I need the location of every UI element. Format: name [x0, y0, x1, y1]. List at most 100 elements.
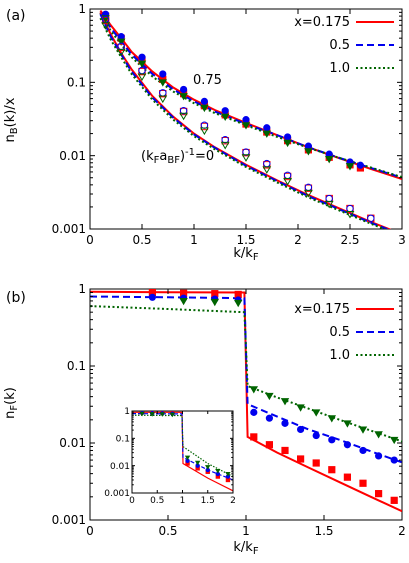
x-tick-label: 1: [190, 233, 198, 247]
y-tick-label: 0.1: [67, 76, 86, 90]
data-point-1.0: [205, 465, 211, 470]
data-point-x0.175: [250, 433, 258, 441]
clipped-marks: [99, 10, 402, 229]
data-point-1.0: [374, 431, 383, 439]
panel-a-plot-area: [99, 10, 402, 229]
series-line-unitary-0.5: [99, 13, 390, 229]
data-point-0.75-0.5: [356, 161, 364, 169]
data-point-unitary-1.0: [324, 200, 334, 209]
data-point-unitary-1.0: [283, 178, 292, 186]
data-point-0.5: [390, 456, 398, 464]
series-line-unitary-1.0: [99, 17, 387, 229]
y-tick-label: 0.001: [104, 489, 130, 499]
x-tick-label: 2.5: [340, 233, 359, 247]
panel-b-legend: x=0.175 0.5 1.0: [294, 302, 394, 363]
data-point-0.75-1.0: [304, 148, 313, 156]
data-point-0.75-0.5: [138, 53, 146, 61]
data-point-1.0: [343, 420, 352, 428]
panel-a-ticks: 0 0.5 1 1.5 2 2.5 3 0.001 0.01 0.1 1: [52, 2, 406, 247]
data-point-x0.175: [343, 473, 352, 481]
data-point-unitary-0.5: [242, 148, 250, 156]
x-tick-label: 2: [398, 524, 406, 538]
inset: 0 0.5 1 1.5 2 0.001 0.01 0.1 1: [104, 407, 236, 506]
legend-label: x=0.175: [294, 302, 350, 317]
legend-label: x=0.175: [294, 15, 350, 30]
data-point-0.75-0.5: [200, 97, 208, 105]
data-point-1.0: [296, 404, 305, 412]
data-point-x0.175: [281, 446, 289, 455]
inset-ticks: 0 0.5 1 1.5 2 0.001 0.01 0.1 1: [104, 407, 236, 506]
data-point-0.5: [343, 441, 351, 449]
panel-a-xlabel: k/kF: [233, 246, 258, 263]
data-point-x0.175: [328, 466, 336, 474]
x-tick-label: 2: [230, 496, 236, 506]
data-point-unitary-0.5: [367, 214, 375, 222]
data-point-0.5: [250, 408, 258, 416]
data-point-1.0: [149, 412, 155, 417]
data-point-x0.175: [359, 479, 367, 487]
x-tick-label: 1.5: [236, 233, 255, 247]
data-point-0.75-0.5: [263, 124, 271, 132]
series-line-0.5: [90, 295, 402, 464]
data-point-unitary-1.0: [241, 154, 251, 162]
data-point-0.75-1.0: [345, 163, 355, 171]
data-point-1.0: [280, 398, 290, 406]
data-point-x0.175: [374, 490, 383, 498]
data-point-unitary-1.0: [179, 112, 188, 121]
legend-label: 1.0: [329, 61, 350, 76]
x-tick-label: 1.5: [201, 496, 215, 506]
data-point-0.5: [312, 431, 320, 440]
x-tick-label: 1.5: [314, 524, 333, 538]
x-tick-label: 0.5: [150, 496, 164, 506]
x-tick-label: 0: [129, 496, 135, 506]
data-point-1.0: [233, 299, 243, 308]
data-point-1.0: [389, 436, 399, 445]
annotation-unitary: (kFaBF)-1=0: [141, 147, 214, 166]
data-point-x0.175: [265, 441, 274, 449]
data-point-0.75-1.0: [241, 122, 251, 130]
panel-a-ylabel: nB(k)/x: [3, 97, 20, 142]
legend-label: 0.5: [329, 38, 350, 53]
data-point-1.0: [169, 412, 176, 418]
legend-label: 1.0: [329, 348, 350, 363]
data-point-0.75-1.0: [137, 60, 147, 68]
y-tick-label: 0.01: [59, 149, 86, 163]
data-point-0.75-0.5: [242, 116, 250, 124]
x-tick-label: 0.5: [158, 524, 177, 538]
data-point-0.75-0.5: [283, 133, 292, 141]
data-point-0.75-0.5: [221, 107, 229, 115]
data-point-1.0: [184, 455, 191, 461]
data-point-1.0: [358, 426, 368, 434]
panel-b-ticks: 0 0.5 1 1.5 2 0.001 0.01 0.1 1: [52, 282, 406, 538]
panel-a-label: (a): [6, 8, 26, 24]
data-point-0.5: [148, 293, 156, 301]
data-point-0.75-1.0: [158, 79, 168, 87]
data-point-x0.175: [296, 455, 305, 463]
data-point-1.0: [179, 297, 188, 306]
y-tick-label: 1: [78, 282, 86, 296]
panel-a: (a) 0 0.5 1 1.5 2 2.5 3 0.001 0.01 0.1 1 k/kF nB(k…: [3, 2, 406, 263]
clipped-marks: [90, 289, 402, 513]
y-tick-label: 0.1: [67, 359, 86, 373]
series-line-x0.175: [90, 290, 402, 513]
series-line-0.5: [132, 413, 233, 481]
x-tick-label: 1: [180, 496, 186, 506]
data-point-1.0: [225, 472, 231, 477]
panel-b-plot-area: [90, 289, 402, 513]
x-tick-label: 1: [242, 524, 250, 538]
data-point-unitary-1.0: [101, 22, 110, 30]
y-tick-label: 0.001: [52, 222, 86, 236]
data-point-0.75-1.0: [220, 113, 230, 122]
data-point-0.5: [265, 414, 273, 422]
data-point-1.0: [194, 460, 201, 466]
y-tick-label: 1: [78, 2, 86, 16]
x-tick-label: 0: [86, 524, 94, 538]
data-point-0.5: [281, 419, 289, 427]
data-point-0.5: [328, 436, 336, 444]
panel-b-label: (b): [6, 290, 26, 306]
data-point-0.5: [374, 452, 383, 460]
data-point-unitary-1.0: [220, 141, 230, 150]
panel-a-legend: x=0.175 0.5 1.0: [294, 15, 394, 76]
data-point-unitary-1.0: [158, 95, 168, 104]
